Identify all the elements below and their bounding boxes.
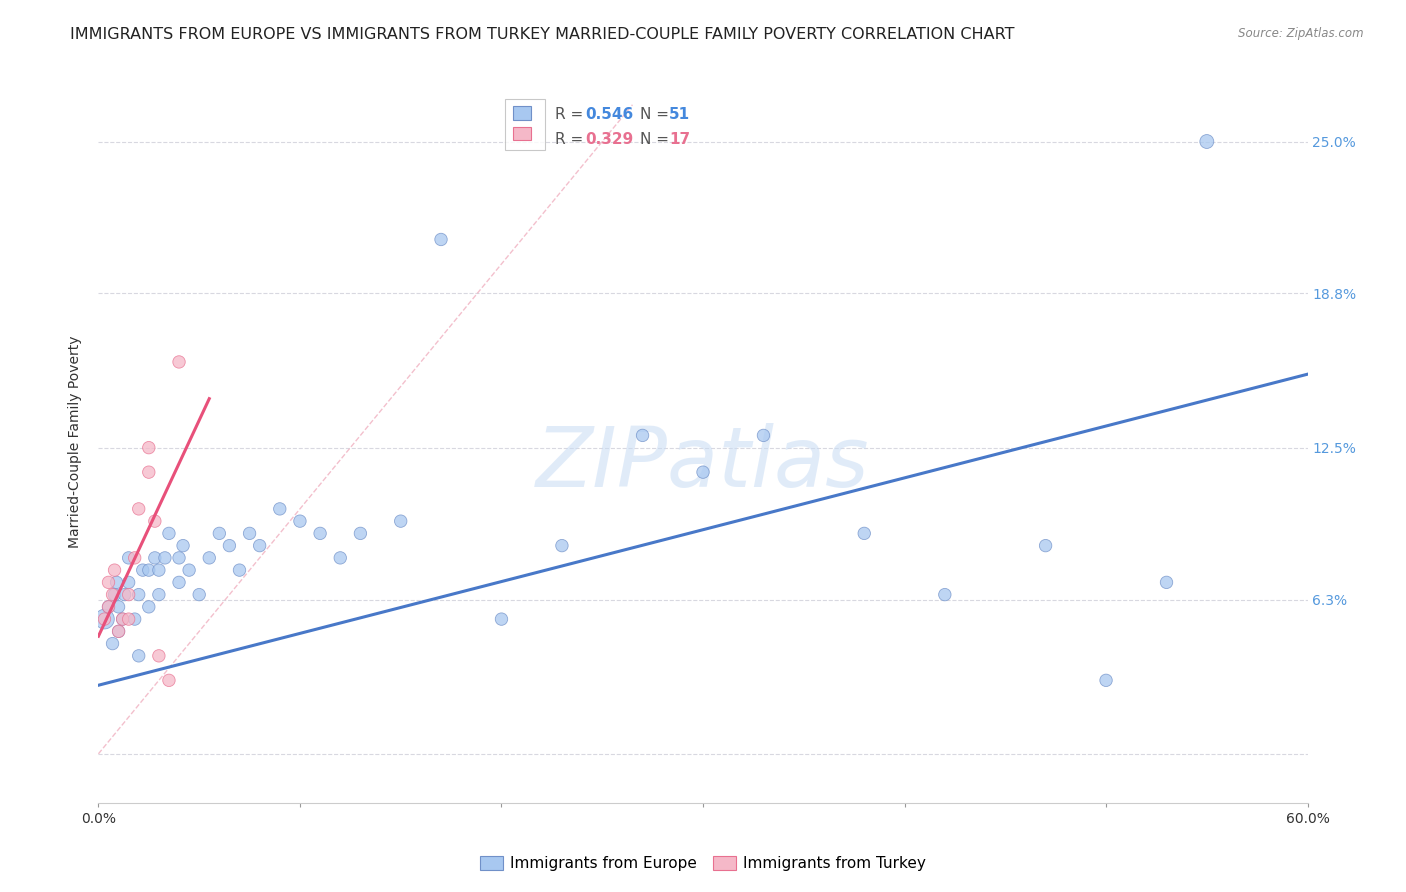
Point (101, 637, 124, 651)
Point (97, 599, 120, 614)
Point (188, 588, 211, 602)
Point (111, 612, 134, 626)
Point (93, 612, 115, 626)
Point (128, 588, 150, 602)
Point (934, 588, 956, 602)
Point (148, 648, 170, 663)
Point (138, 599, 160, 614)
Point (752, 428, 775, 442)
Point (167, 355, 190, 369)
Point (288, 514, 311, 528)
Point (389, 514, 412, 528)
Point (118, 550, 141, 565)
Point (148, 563, 170, 577)
Text: 0.329: 0.329 (586, 132, 634, 147)
Text: R =: R = (555, 107, 589, 122)
Point (118, 575, 141, 590)
Text: N =: N = (640, 107, 673, 122)
Point (179, 563, 201, 577)
Point (97, 599, 120, 614)
Point (218, 539, 240, 553)
Point (1095, 673, 1118, 688)
Point (103, 563, 125, 577)
Point (853, 526, 876, 541)
Point (107, 599, 129, 614)
Point (114, 588, 136, 602)
Point (157, 526, 180, 541)
Point (1195, 135, 1218, 149)
Point (101, 588, 124, 602)
Text: ZIPatlas: ZIPatlas (536, 423, 870, 504)
Point (198, 550, 221, 565)
Point (1035, 539, 1057, 553)
Point (105, 575, 128, 590)
Point (208, 526, 231, 541)
Text: Source: ZipAtlas.com: Source: ZipAtlas.com (1239, 27, 1364, 40)
Point (157, 673, 180, 688)
Point (128, 648, 150, 663)
Point (430, 232, 453, 246)
Point (124, 612, 146, 626)
Point (103, 588, 125, 602)
Point (97, 575, 120, 590)
Legend: Immigrants from Europe, Immigrants from Turkey: Immigrants from Europe, Immigrants from … (474, 850, 932, 878)
Text: 51: 51 (669, 107, 690, 122)
Point (269, 502, 291, 516)
Point (111, 612, 134, 626)
Point (118, 588, 141, 602)
Point (167, 550, 190, 565)
Point (153, 550, 176, 565)
Point (148, 588, 170, 602)
Point (551, 539, 574, 553)
Point (631, 428, 654, 442)
Point (329, 550, 352, 565)
Text: 0.546: 0.546 (586, 107, 634, 122)
Y-axis label: Married-Couple Family Poverty: Married-Couple Family Poverty (69, 335, 83, 548)
Point (692, 465, 714, 479)
Point (1156, 575, 1178, 590)
Point (107, 624, 129, 639)
Point (349, 526, 371, 541)
Point (143, 514, 166, 528)
Point (309, 526, 332, 541)
Text: R =: R = (555, 132, 589, 147)
Point (167, 575, 190, 590)
Point (118, 612, 141, 626)
Text: 17: 17 (669, 132, 690, 147)
Point (138, 563, 160, 577)
Point (128, 502, 150, 516)
Point (239, 526, 262, 541)
Point (107, 624, 129, 639)
Text: N =: N = (640, 132, 673, 147)
Point (138, 465, 160, 479)
Point (138, 441, 160, 455)
Point (124, 550, 146, 565)
Point (143, 550, 166, 565)
Point (132, 563, 155, 577)
Text: IMMIGRANTS FROM EUROPE VS IMMIGRANTS FROM TURKEY MARRIED-COUPLE FAMILY POVERTY C: IMMIGRANTS FROM EUROPE VS IMMIGRANTS FRO… (70, 27, 1015, 42)
Point (93, 612, 115, 626)
Point (228, 563, 250, 577)
Point (491, 612, 513, 626)
Point (172, 539, 194, 553)
Point (249, 539, 271, 553)
